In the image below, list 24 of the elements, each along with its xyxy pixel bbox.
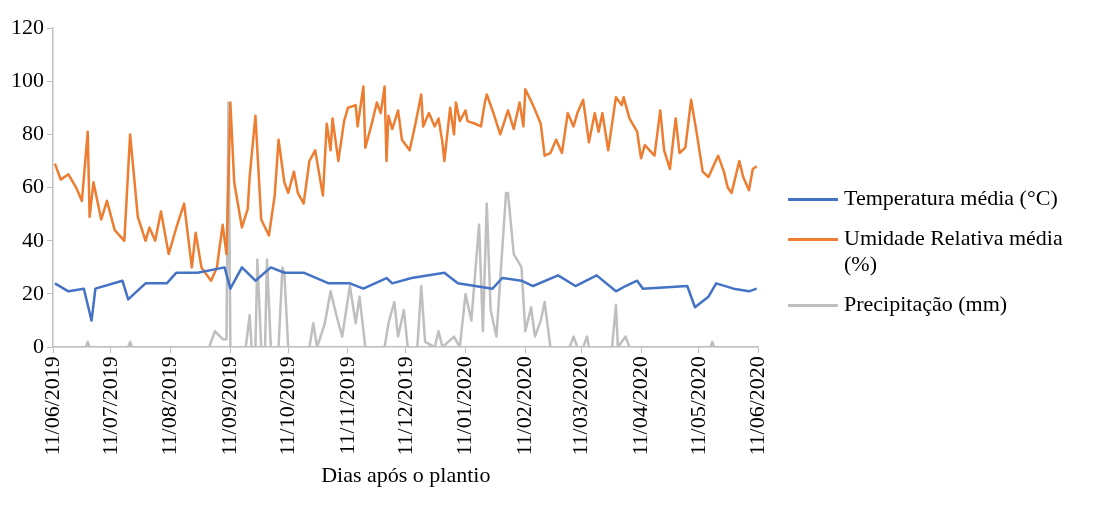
legend-label: Temperatura média (°C) xyxy=(844,184,1058,211)
legend-label: Umidade Relativa média (%) xyxy=(844,224,1064,277)
x-tick-label: 11/05/2020 xyxy=(684,356,710,456)
x-tick-label: 11/06/2020 xyxy=(744,356,770,456)
y-tick-label: 120 xyxy=(11,13,44,39)
legend-label: Precipitação (mm) xyxy=(844,290,1008,317)
x-tick-label: 11/01/2020 xyxy=(451,356,477,456)
y-tick-label: 60 xyxy=(22,173,44,199)
x-tick-label: 11/11/2019 xyxy=(333,356,359,455)
x-tick-label: 11/12/2019 xyxy=(391,356,417,456)
x-tick-label: 11/03/2020 xyxy=(567,356,593,456)
y-tick-label: 20 xyxy=(22,279,44,305)
x-tick-label: 11/08/2019 xyxy=(156,356,182,456)
x-axis-title: Dias após o plantio xyxy=(321,461,491,487)
x-tick-label: 11/09/2019 xyxy=(216,356,242,456)
x-tick-label: 11/04/2020 xyxy=(626,356,652,456)
x-tick-label: 11/06/2019 xyxy=(38,356,64,456)
y-tick-label: 80 xyxy=(22,120,44,146)
x-tick-label: 11/10/2019 xyxy=(273,356,299,456)
y-tick-label: 0 xyxy=(33,332,44,358)
y-tick-label: 40 xyxy=(22,226,44,252)
x-tick-label: 11/02/2020 xyxy=(511,356,537,456)
y-tick-label: 100 xyxy=(11,66,44,92)
x-tick-label: 11/07/2019 xyxy=(96,356,122,456)
